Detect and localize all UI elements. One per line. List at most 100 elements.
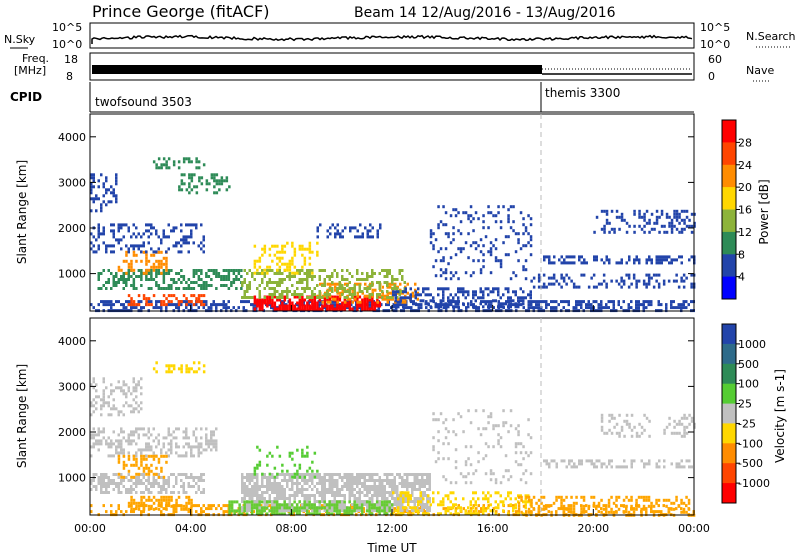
data-cell bbox=[447, 262, 450, 266]
data-cell bbox=[278, 485, 281, 488]
data-cell bbox=[227, 287, 231, 290]
data-cell bbox=[467, 305, 470, 309]
data-cell bbox=[648, 221, 651, 225]
data-cell bbox=[547, 282, 551, 286]
data-cell bbox=[368, 503, 371, 507]
data-cell bbox=[152, 268, 156, 272]
data-cell bbox=[150, 485, 153, 488]
data-cell bbox=[273, 244, 277, 248]
data-cell bbox=[403, 500, 406, 503]
data-cell bbox=[210, 433, 213, 437]
data-cell bbox=[100, 473, 103, 476]
data-cell bbox=[375, 500, 379, 504]
data-cell bbox=[690, 300, 693, 304]
data-cell bbox=[562, 510, 566, 514]
data-cell bbox=[437, 226, 440, 230]
data-cell bbox=[391, 296, 394, 299]
data-cell bbox=[273, 304, 277, 308]
data-cell bbox=[276, 244, 279, 248]
data-cell bbox=[258, 272, 261, 275]
data-cell bbox=[655, 261, 658, 265]
data-cell bbox=[545, 504, 548, 508]
data-cell bbox=[296, 485, 299, 488]
data-cell bbox=[373, 479, 376, 482]
data-cell bbox=[92, 306, 95, 310]
data-cell bbox=[253, 295, 257, 299]
data-cell bbox=[635, 306, 638, 310]
data-cell bbox=[187, 445, 190, 449]
data-cell bbox=[348, 473, 351, 476]
data-cell bbox=[444, 305, 447, 309]
data-cell bbox=[627, 306, 630, 310]
data-cell bbox=[454, 214, 458, 218]
data-cell bbox=[615, 261, 618, 265]
data-cell bbox=[110, 389, 113, 393]
data-cell bbox=[313, 500, 316, 503]
data-cell bbox=[464, 475, 468, 479]
data-cell bbox=[112, 389, 115, 393]
data-cell bbox=[583, 261, 586, 265]
data-cell bbox=[117, 268, 121, 272]
data-cell bbox=[253, 244, 257, 248]
data-cell bbox=[220, 303, 223, 307]
data-cell bbox=[142, 250, 146, 254]
data-cell bbox=[316, 296, 319, 299]
data-cell bbox=[537, 276, 541, 280]
data-cell bbox=[271, 281, 274, 284]
data-cell bbox=[316, 301, 319, 305]
data-cell bbox=[550, 504, 553, 508]
data-cell bbox=[675, 212, 679, 216]
data-cell bbox=[408, 500, 411, 503]
data-cell bbox=[502, 503, 505, 507]
data-cell bbox=[490, 303, 493, 307]
data-cell bbox=[358, 503, 361, 506]
data-cell bbox=[286, 287, 289, 290]
data-cell bbox=[110, 300, 113, 304]
data-cell bbox=[140, 454, 143, 458]
data-cell bbox=[597, 501, 601, 505]
data-cell bbox=[167, 223, 170, 227]
data-cell bbox=[610, 465, 613, 469]
data-cell bbox=[110, 413, 113, 417]
data-cell bbox=[363, 301, 367, 305]
data-cell bbox=[268, 301, 272, 305]
data-cell bbox=[630, 428, 634, 432]
data-cell bbox=[125, 491, 128, 494]
data-cell bbox=[398, 482, 401, 485]
data-cell bbox=[256, 476, 259, 479]
colorbar-tick-label: 24 bbox=[738, 159, 752, 172]
data-cell bbox=[416, 479, 419, 482]
nsky-trace bbox=[91, 34, 693, 44]
data-cell bbox=[605, 303, 608, 307]
data-cell bbox=[680, 261, 683, 265]
data-cell bbox=[187, 501, 191, 505]
data-cell bbox=[346, 278, 349, 281]
data-cell bbox=[281, 494, 284, 497]
data-cell bbox=[102, 392, 105, 396]
data-cell bbox=[162, 300, 166, 304]
data-cell bbox=[271, 476, 274, 479]
data-cell bbox=[125, 284, 128, 287]
data-cell bbox=[263, 503, 266, 506]
data-cell bbox=[459, 290, 462, 294]
data-cell bbox=[392, 303, 395, 307]
data-cell bbox=[578, 258, 581, 262]
data-cell bbox=[167, 166, 171, 170]
data-cell bbox=[160, 498, 163, 502]
data-cell bbox=[630, 498, 633, 502]
data-cell bbox=[100, 407, 103, 411]
data-cell bbox=[246, 491, 249, 494]
data-cell bbox=[241, 281, 244, 284]
data-cell bbox=[267, 504, 270, 508]
data-cell bbox=[425, 300, 428, 304]
data-cell bbox=[140, 501, 143, 505]
data-cell bbox=[565, 255, 568, 259]
data-cell bbox=[358, 497, 361, 500]
data-cell bbox=[227, 278, 231, 281]
data-cell bbox=[278, 293, 281, 296]
data-cell bbox=[225, 269, 228, 272]
data-cell bbox=[127, 265, 131, 269]
data-cell bbox=[517, 232, 520, 236]
data-cell bbox=[190, 367, 193, 371]
data-cell bbox=[373, 491, 376, 494]
